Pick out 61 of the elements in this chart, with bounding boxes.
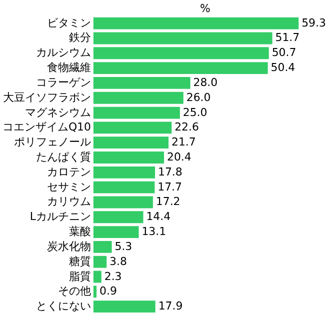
bar — [93, 17, 299, 30]
bar — [93, 226, 139, 238]
data-label: 17.8 — [158, 165, 182, 178]
bar — [93, 270, 102, 283]
y-tick-label: マグネシウム — [24, 106, 91, 119]
y-tick-label: ビタミン — [46, 16, 91, 30]
bar — [93, 286, 97, 298]
bar — [93, 106, 180, 119]
bar — [93, 181, 155, 194]
y-tick-label: カルシウム — [36, 46, 91, 60]
bar — [93, 32, 272, 44]
data-label: 26.0 — [186, 90, 211, 104]
bar — [93, 211, 144, 224]
y-tick-label: たんぱく質 — [36, 150, 91, 164]
data-label: 17.7 — [158, 180, 182, 194]
bar — [93, 62, 268, 74]
y-tick-label: その他 — [58, 284, 91, 298]
data-label: 50.7 — [272, 46, 296, 60]
data-label: 59.3 — [302, 16, 326, 30]
data-label: 25.0 — [182, 106, 208, 119]
data-label: 2.3 — [104, 270, 122, 283]
data-label: 3.8 — [110, 254, 127, 268]
y-tick-label: カロテン — [46, 165, 91, 178]
y-tick-label: Lカルチニン — [30, 210, 91, 224]
y-tick-label: カリウム — [46, 195, 91, 208]
data-label: 17.2 — [156, 195, 180, 208]
data-label: 21.7 — [171, 136, 196, 149]
y-tick-label: 炭水化物 — [46, 240, 91, 253]
data-label: 0.9 — [100, 284, 117, 298]
bar — [93, 152, 164, 164]
bar — [93, 196, 153, 208]
data-label: 13.1 — [142, 225, 166, 238]
y-tick-label: セサミン — [46, 180, 91, 194]
data-label: 51.7 — [275, 31, 300, 44]
y-tick-label: 糖質 — [68, 254, 91, 268]
data-label: 50.4 — [270, 61, 296, 74]
y-tick-label: 脂質 — [68, 270, 91, 283]
data-label: 28.0 — [193, 76, 218, 89]
bar — [93, 47, 269, 60]
bar — [93, 92, 184, 104]
y-tick-label: 鉄分 — [68, 31, 91, 44]
bar — [93, 240, 112, 253]
bar — [93, 166, 156, 178]
y-tick-label: とくにない — [36, 300, 91, 313]
y-tick-label: 葉酸 — [68, 225, 91, 238]
chart-title: % — [200, 2, 210, 15]
y-tick-label: 食物繊維 — [46, 61, 91, 74]
bar — [93, 136, 169, 149]
data-label: 20.4 — [166, 150, 192, 164]
data-label: 5.3 — [114, 240, 132, 253]
y-tick-label: コエンザイムQ10 — [2, 120, 91, 134]
data-label: 17.9 — [158, 300, 183, 313]
y-tick-label: コラーゲン — [36, 76, 91, 89]
data-label: 14.4 — [146, 210, 171, 224]
data-label: 22.6 — [174, 120, 199, 134]
bar — [93, 300, 156, 313]
y-tick-label: 大豆イソフラボン — [2, 90, 91, 104]
bar — [93, 256, 107, 268]
y-tick-label: ポリフェノール — [14, 136, 91, 149]
bar — [93, 122, 172, 134]
bar — [93, 76, 190, 89]
